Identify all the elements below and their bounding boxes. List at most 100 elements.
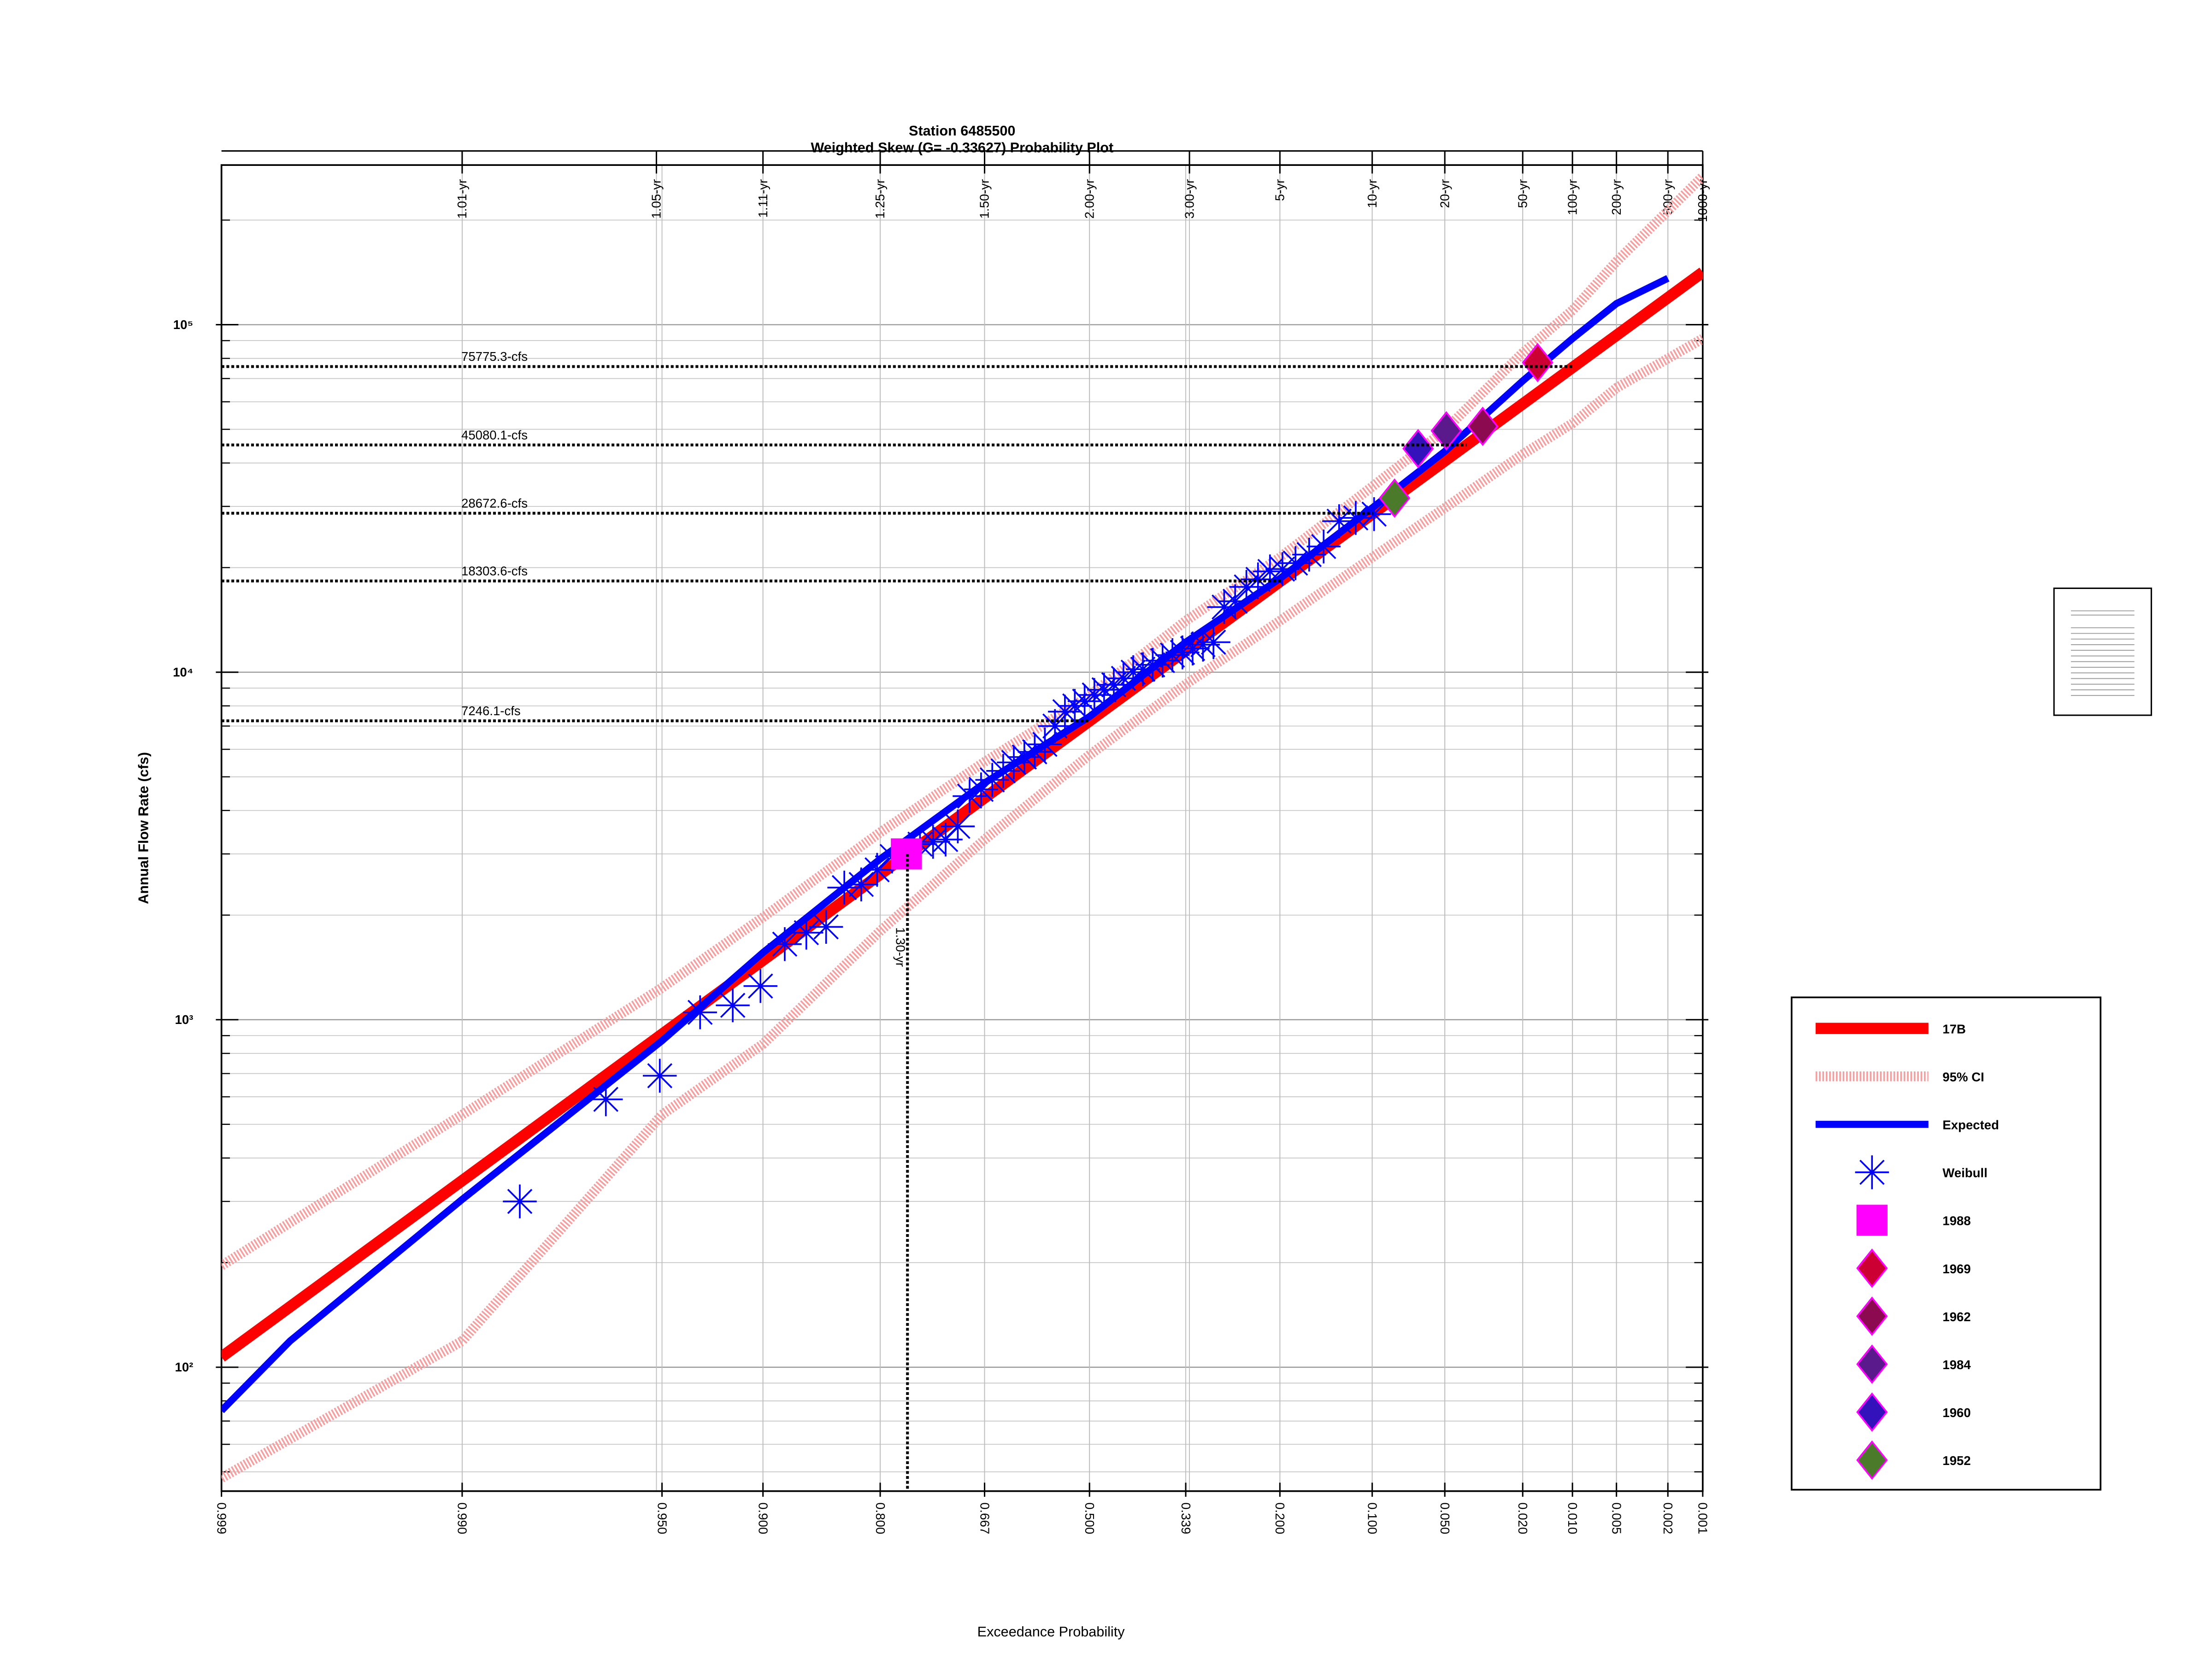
chart-title: Station 6485500 bbox=[909, 123, 1015, 139]
x-tick-label: 0.010 bbox=[1565, 1502, 1580, 1534]
x2-tick-label: 1.50-yr bbox=[977, 179, 992, 219]
legend-swatch bbox=[1855, 1155, 1889, 1189]
x-axis-title: Exceedance Probability bbox=[977, 1624, 1125, 1640]
weibull-point bbox=[1116, 655, 1150, 689]
legend-swatch bbox=[1856, 1296, 1888, 1336]
weibull-point bbox=[1135, 647, 1170, 682]
summary-table bbox=[2053, 588, 2152, 716]
diamond-point bbox=[1378, 478, 1411, 518]
legend-label: 1988 bbox=[1942, 1214, 1971, 1228]
x-tick-label: 0.900 bbox=[756, 1502, 770, 1534]
x-tick-label: 0.020 bbox=[1516, 1502, 1530, 1534]
x-tick-label: 0.999 bbox=[214, 1502, 229, 1534]
weibull-point bbox=[929, 823, 963, 857]
weibull-point bbox=[975, 763, 1009, 797]
weibull-point bbox=[1218, 584, 1252, 618]
summary-table-rows bbox=[2071, 610, 2135, 696]
weibull-point bbox=[768, 927, 802, 961]
weibull-point bbox=[1007, 740, 1041, 774]
weibull-point bbox=[916, 825, 950, 859]
x2-tick-label: 100-yr bbox=[1565, 179, 1579, 215]
weibull-point bbox=[1106, 661, 1141, 695]
weibull-point bbox=[1145, 643, 1180, 678]
weibull-point bbox=[844, 867, 878, 902]
weibull-point bbox=[1038, 709, 1072, 743]
weibull-point bbox=[1018, 735, 1052, 769]
weibull-point bbox=[743, 969, 777, 1003]
plot-frame bbox=[220, 164, 1704, 1492]
ci-upper bbox=[221, 173, 1703, 1270]
legend-swatch bbox=[1856, 1344, 1888, 1384]
x-tick-label: 0.200 bbox=[1273, 1502, 1287, 1534]
x-tick-label: 0.667 bbox=[977, 1502, 992, 1534]
diamond-point bbox=[1402, 429, 1434, 469]
legend-label: 1952 bbox=[1942, 1453, 1971, 1468]
weibull-point bbox=[1306, 529, 1341, 564]
weibull-point bbox=[1229, 570, 1264, 604]
diamond-point bbox=[1430, 411, 1462, 451]
reference-label: 18303.6-cfs bbox=[461, 564, 528, 578]
x2-tick-label: 2.00-yr bbox=[1082, 179, 1096, 219]
x2-tick-label: 50-yr bbox=[1515, 179, 1530, 208]
legend-label: 1962 bbox=[1942, 1310, 1971, 1324]
weibull-point bbox=[1165, 635, 1200, 670]
weibull-point bbox=[860, 853, 894, 887]
legend-label: 1969 bbox=[1942, 1262, 1971, 1276]
x-tick-label: 0.100 bbox=[1365, 1502, 1379, 1534]
weibull-point bbox=[1278, 546, 1312, 580]
weibull-point bbox=[809, 910, 843, 944]
legend-swatch bbox=[1856, 1440, 1888, 1480]
weibull-point bbox=[588, 1082, 623, 1117]
reference-label: 75775.3-cfs bbox=[461, 349, 528, 364]
y-tick-label: 10⁵ bbox=[173, 318, 194, 332]
x2-tick-label: 1.05-yr bbox=[649, 179, 664, 219]
legend-label: Weibull bbox=[1942, 1166, 1987, 1180]
y-tick-label: 10⁴ bbox=[173, 665, 193, 679]
x2-tick-label: 200-yr bbox=[1609, 179, 1624, 215]
weibull-point bbox=[1196, 625, 1230, 659]
weibull-point bbox=[789, 916, 824, 950]
x2-tick-label: 10-yr bbox=[1365, 179, 1379, 208]
legend-label: 1984 bbox=[1942, 1358, 1971, 1372]
x2-tick-label: 3.00-yr bbox=[1182, 179, 1196, 219]
y-axis-title: Annual Flow Rate (cfs) bbox=[135, 752, 151, 904]
x-tick-label: 0.001 bbox=[1696, 1502, 1710, 1534]
weibull-point bbox=[1048, 694, 1082, 729]
weibull-point bbox=[1028, 727, 1062, 761]
x-tick-label: 0.990 bbox=[455, 1502, 470, 1534]
reference-label: 7246.1-cfs bbox=[461, 704, 521, 718]
weibull-point bbox=[503, 1184, 537, 1218]
y-tick-label: 10² bbox=[175, 1360, 194, 1374]
weibull-point bbox=[1322, 504, 1356, 538]
legend-label: Expected bbox=[1942, 1118, 1999, 1132]
chart-subtitle: Weighted Skew (G= -0.33627) Probability … bbox=[811, 140, 1113, 156]
x2-tick-label: 1.25-yr bbox=[873, 179, 887, 219]
diamond-point bbox=[1467, 406, 1499, 446]
weibull-point bbox=[1067, 684, 1102, 718]
x2-tick-label: 1.11-yr bbox=[756, 179, 770, 218]
legend-swatch bbox=[1856, 1248, 1888, 1288]
weibull-point bbox=[1097, 668, 1131, 702]
x-tick-label: 0.950 bbox=[655, 1502, 669, 1534]
weibull-point bbox=[1155, 638, 1189, 672]
x-tick-label: 0.050 bbox=[1438, 1502, 1452, 1534]
summary-table-frame bbox=[2053, 588, 2152, 716]
weibull-point bbox=[986, 754, 1020, 788]
weibull-point bbox=[1357, 497, 1391, 531]
x2-tick-label: 20-yr bbox=[1437, 179, 1452, 208]
reference-label-vertical: 1.30-yr bbox=[894, 927, 908, 967]
x2-tick-label: 500-yr bbox=[1660, 179, 1675, 215]
weibull-point bbox=[1339, 501, 1373, 535]
weibull-point bbox=[953, 779, 987, 813]
diamond-point bbox=[1522, 343, 1553, 382]
weibull-point bbox=[1186, 628, 1220, 662]
weibull-point bbox=[997, 745, 1031, 780]
x2-tick-label: 5-yr bbox=[1273, 179, 1287, 201]
fitted-line bbox=[221, 267, 1703, 1362]
weibull-point bbox=[1253, 554, 1287, 588]
weibull-point bbox=[1077, 678, 1112, 712]
weibull-point bbox=[941, 809, 975, 843]
reference-label: 45080.1-cfs bbox=[461, 428, 528, 442]
